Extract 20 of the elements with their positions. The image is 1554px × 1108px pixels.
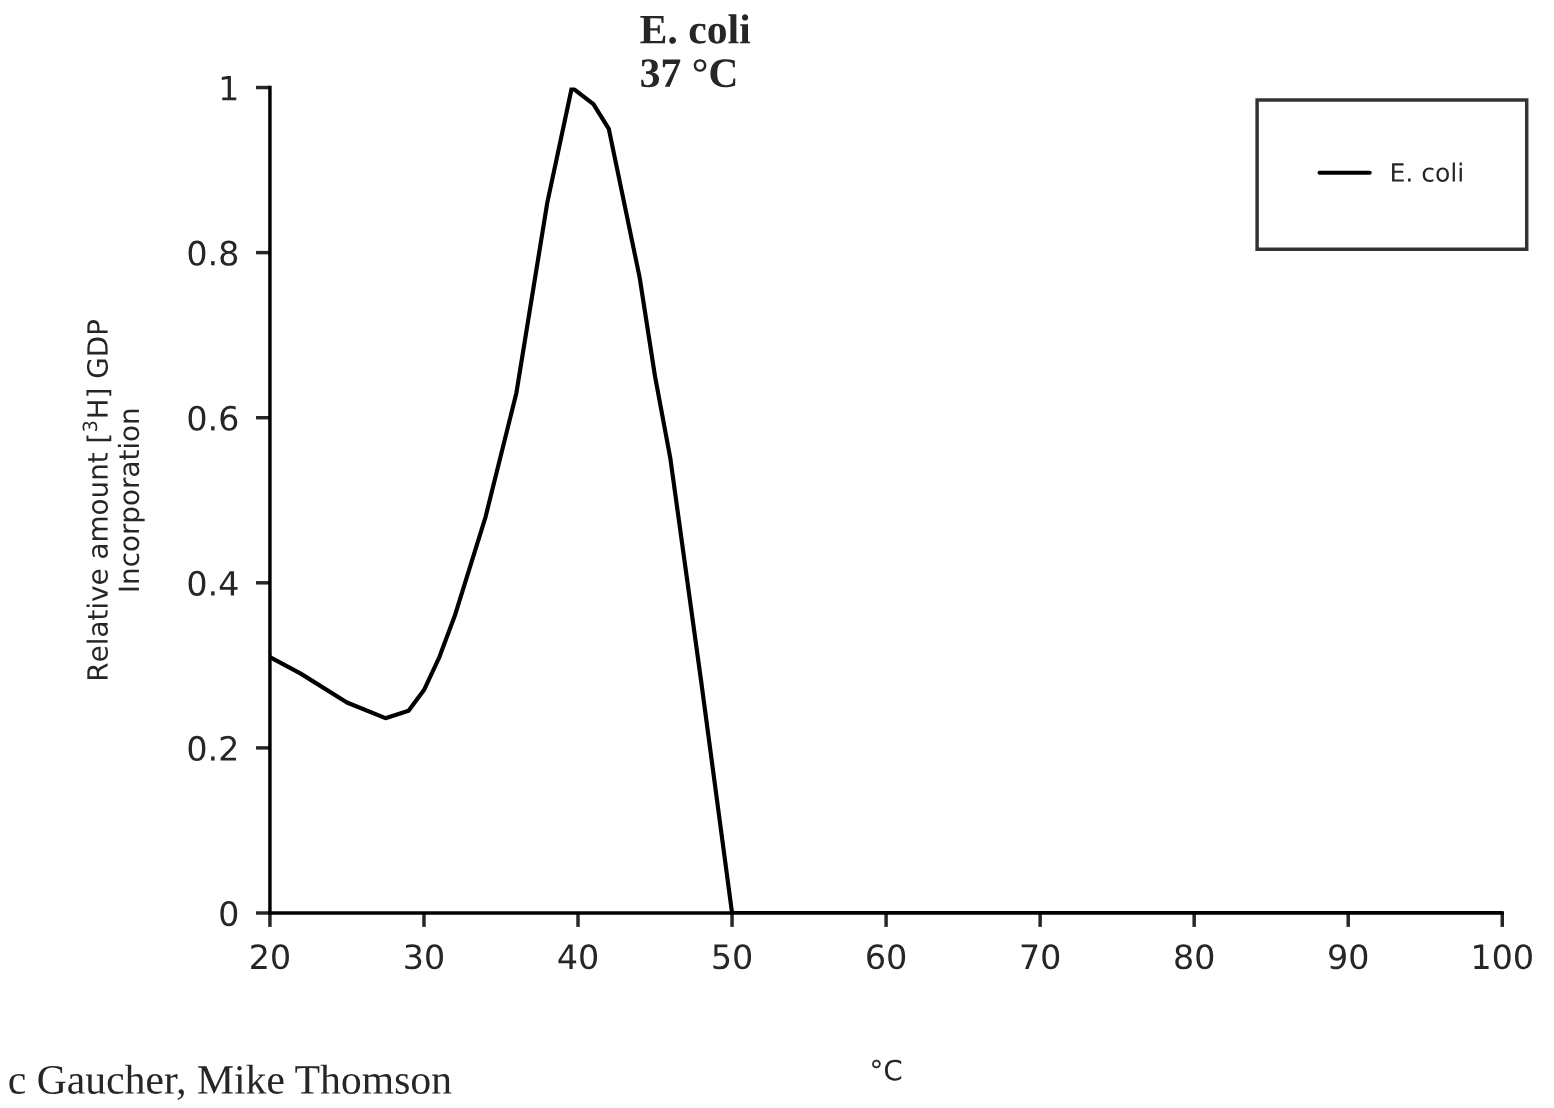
y-tick-label: 0.6 [188, 405, 238, 431]
chart-title: E. coli 37 °C [640, 14, 751, 88]
x-tick-label: 90 [1329, 944, 1368, 970]
y-tick-label: 1 [221, 75, 237, 101]
legend-label: E. coli [1392, 162, 1462, 182]
x-tick-label: 40 [558, 944, 597, 970]
x-tick-label: 50 [713, 944, 752, 970]
y-tick-label: 0 [220, 900, 238, 927]
x-tick-label: 80 [1175, 944, 1214, 970]
y-tick-label: 0.4 [188, 570, 238, 596]
y-axis-title: Relative amount [$^{3}$H] GDP Incorporation [82, 320, 145, 679]
y-tick-label: 0.8 [188, 240, 238, 266]
x-tick-label: 70 [1021, 944, 1060, 970]
text: c Gaucher, Mike Thomson [9, 1064, 452, 1100]
x-axis-title: °C [872, 1059, 902, 1081]
x-tick-label: 30 [405, 944, 443, 970]
x-tick-label: 100 [1474, 944, 1532, 970]
x-tick-label: 20 [251, 944, 289, 970]
y-tick-label: 0.2 [188, 735, 237, 762]
x-tick-label: 60 [867, 944, 906, 970]
